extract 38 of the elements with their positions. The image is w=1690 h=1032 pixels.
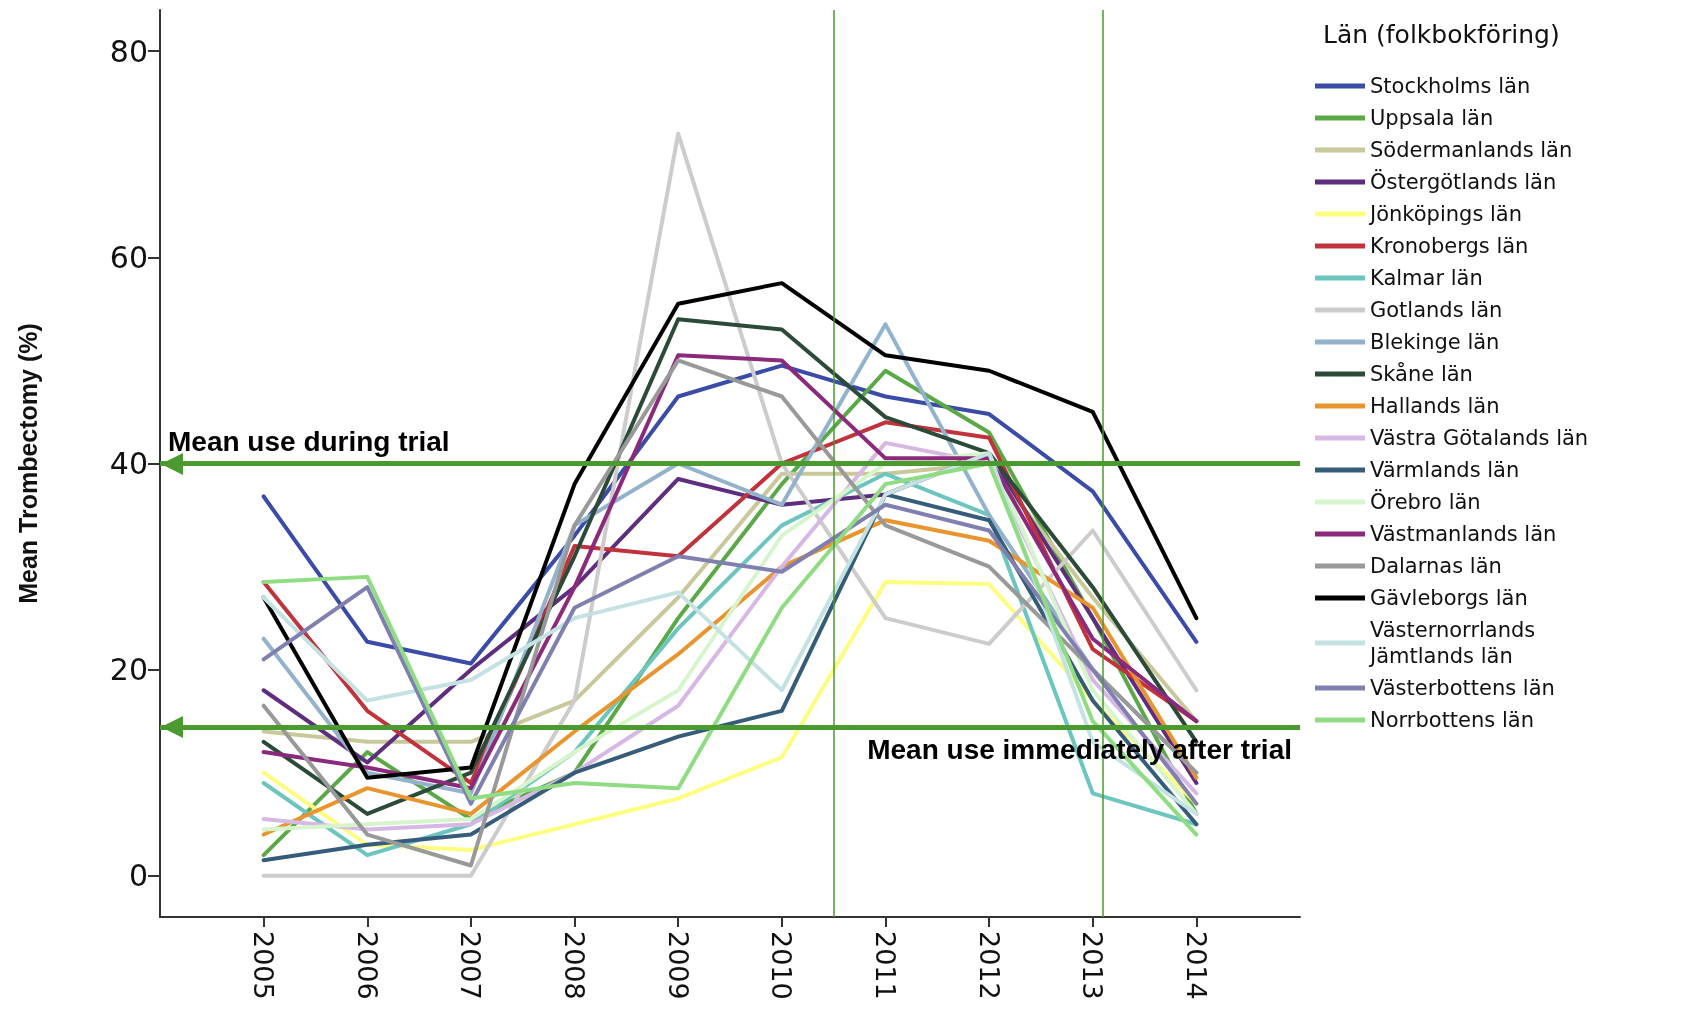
x-tick-label: 2006 [351, 931, 383, 1000]
x-tick-label: 2008 [559, 931, 591, 1000]
x-tick-label: 2013 [1077, 931, 1109, 1000]
legend-label: Stockholms län [1370, 74, 1531, 98]
ref-line-label: Mean use during trial [168, 426, 450, 457]
x-tick-label: 2011 [869, 931, 901, 1000]
legend-label: Norrbottens län [1370, 708, 1534, 732]
x-tick-label: 2010 [766, 931, 798, 1000]
y-tick-label: 0 [128, 858, 148, 894]
legend-title: Län (folkbokföring) [1323, 20, 1560, 49]
y-tick-label: 80 [109, 33, 148, 69]
x-tick-label: 2009 [662, 931, 694, 1000]
x-tick-label: 2014 [1180, 931, 1212, 1000]
x-tick-label: 2007 [455, 931, 487, 1000]
legend-label: Skåne län [1370, 361, 1473, 386]
legend-label: Hallands län [1370, 394, 1500, 418]
legend-label: Jönköpings län [1368, 202, 1523, 226]
x-tick-label: 2012 [973, 931, 1005, 1000]
legend-label: Dalarnas län [1370, 554, 1502, 578]
legend-label: Kronobergs län [1370, 234, 1529, 258]
legend-label: Gotlands län [1370, 298, 1503, 322]
legend-label: Kalmar län [1370, 266, 1483, 290]
y-tick-label: 40 [109, 446, 148, 481]
legend-label: Gävleborgs län [1370, 586, 1528, 610]
legend-label: Västernorrlands Jämtlands län [1368, 618, 1542, 668]
legend-label: Uppsala län [1370, 106, 1494, 130]
legend-label: Södermanlands län [1370, 138, 1573, 162]
legend-label: Örebro län [1370, 489, 1481, 514]
y-axis-title: Mean Trombectomy (%) [13, 323, 42, 604]
legend-label: Västerbottens län [1370, 676, 1555, 700]
legend-label: Blekinge län [1370, 330, 1500, 354]
x-tick-label: 2005 [248, 931, 280, 1000]
legend-label: Västmanlands län [1370, 522, 1557, 546]
y-tick-label: 60 [109, 239, 148, 275]
legend-label: Östergötlands län [1370, 169, 1557, 194]
legend-label: Västra Götalands län [1370, 426, 1589, 450]
legend-label: Värmlands län [1370, 458, 1520, 482]
y-tick-label: 20 [109, 652, 148, 688]
